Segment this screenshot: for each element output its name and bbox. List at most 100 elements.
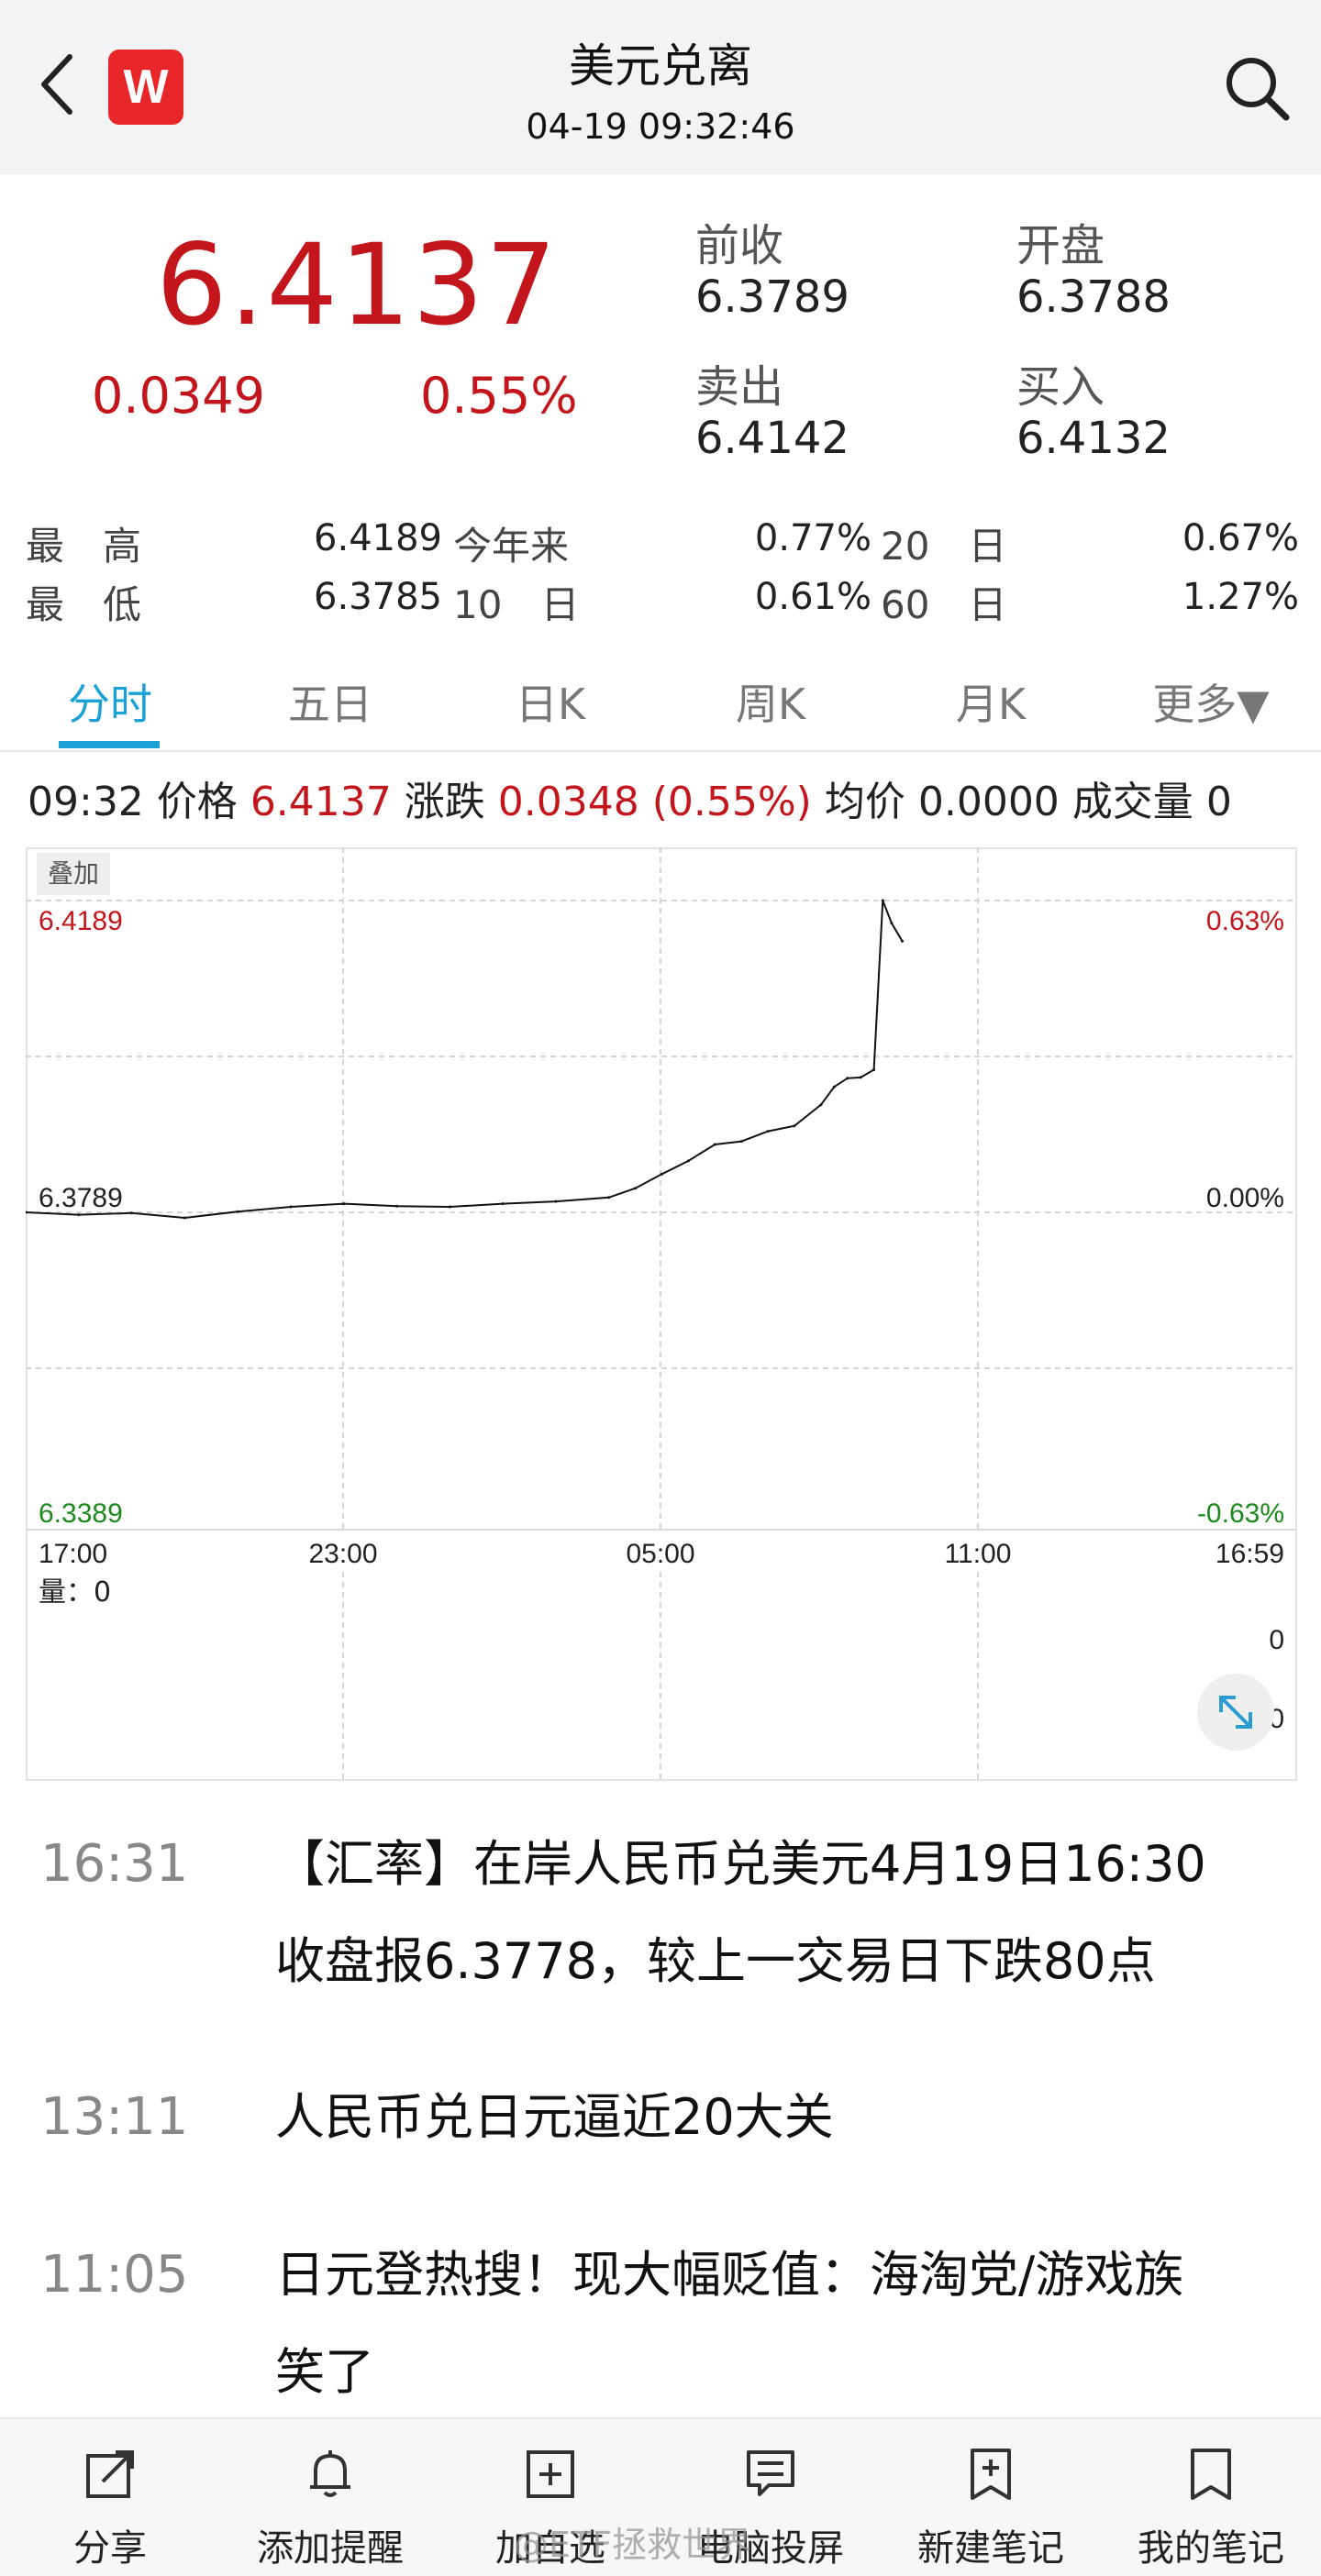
- price-point: [130, 1211, 134, 1215]
- quote-datetime: 04-19 09:32:46: [526, 106, 795, 147]
- price-point: [859, 1076, 862, 1079]
- share-icon: [86, 2450, 134, 2498]
- news-headline-line: 人民币兑日元逼近20大关: [275, 2088, 834, 2146]
- screen-cast-label: 电脑投屏: [697, 2527, 844, 2570]
- top-bar: W 美元兑离 04-19 09:32:46: [0, 0, 1321, 174]
- price-point: [236, 1210, 239, 1213]
- d20-label: 20 日: [881, 524, 1007, 569]
- info-volume: 0: [1205, 779, 1232, 825]
- tab-daily-k[interactable]: 日K: [515, 680, 586, 729]
- add-box-icon: [527, 2450, 574, 2498]
- news-headline-line: 日元登热搜！现大幅贬值：海淘党/游戏族: [275, 2246, 1184, 2304]
- bottom-toolbar: 分享 添加提醒 加自选 电脑投屏 新建笔记: [0, 2417, 1321, 2576]
- tab-intraday[interactable]: 分时: [68, 680, 152, 729]
- share-button[interactable]: 分享: [0, 2419, 220, 2576]
- page-title: 美元兑离: [569, 39, 752, 93]
- tab-monthly-k[interactable]: 月K: [955, 680, 1027, 729]
- news-headline-line: 【汇率】在岸人民币兑美元4月19日16:30: [275, 1835, 1206, 1893]
- news-headline: 【汇率】在岸人民币兑美元4月19日16:30 收盘报6.3778，较上一交易日下…: [275, 1816, 1284, 2010]
- x-tick-label: 11:00: [945, 1539, 1012, 1569]
- news-headline: 人民币兑日元逼近20大关: [275, 2069, 1284, 2166]
- volume-axis-top: 0: [1269, 1625, 1284, 1655]
- info-avg: 0.0000: [917, 779, 1060, 825]
- prev-close-value: 6.3789: [695, 271, 849, 323]
- open-label: 开盘: [1016, 220, 1105, 271]
- price-point: [448, 1205, 451, 1209]
- price-point: [686, 1159, 690, 1163]
- news-headline-line: 笑了: [275, 2343, 374, 2401]
- my-notes-button[interactable]: 我的笔记: [1101, 2419, 1321, 2576]
- prev-close-label: 前收: [695, 220, 784, 271]
- price-change: 0.0349: [92, 367, 265, 425]
- bell-icon: [310, 2450, 350, 2497]
- divider: [0, 750, 1321, 752]
- tab-weekly-k[interactable]: 周K: [735, 680, 806, 729]
- x-tick-label: 16:59: [1216, 1539, 1284, 1569]
- price-change-pct: 0.55%: [420, 367, 578, 425]
- tab-five-day[interactable]: 五日: [288, 680, 372, 729]
- price-point: [901, 939, 904, 943]
- new-note-button[interactable]: 新建笔记: [881, 2419, 1101, 2576]
- price-point: [793, 1124, 796, 1128]
- news-headline: 日元登热搜！现大幅贬值：海淘党/游戏族 笑了: [275, 2227, 1284, 2421]
- fullscreen-button[interactable]: [1197, 1674, 1274, 1751]
- bid-value: 6.4132: [1016, 413, 1171, 464]
- bid-label: 买入: [1016, 361, 1105, 413]
- share-label: 分享: [73, 2527, 147, 2570]
- price-point: [183, 1216, 186, 1220]
- news-time: 16:31: [40, 1834, 189, 1894]
- add-alert-label: 添加提醒: [257, 2527, 404, 2570]
- news-headline-line: 收盘报6.3778，较上一交易日下跌80点: [275, 1932, 1156, 1990]
- price-point: [881, 899, 884, 902]
- price-line: [26, 900, 904, 1220]
- y-label-bottom: 6.3389: [39, 1498, 123, 1529]
- price-point: [713, 1143, 716, 1146]
- volume-label: 量：0: [39, 1576, 111, 1609]
- ask-value: 6.4142: [695, 413, 849, 464]
- search-icon: [1227, 58, 1290, 121]
- price-point: [634, 1187, 638, 1190]
- news-time: 13:11: [40, 2087, 189, 2147]
- price-point: [77, 1213, 81, 1217]
- search-button[interactable]: [1220, 51, 1293, 125]
- price-point: [846, 1077, 849, 1080]
- new-note-icon: [971, 2449, 1011, 2500]
- d10-label: 10 日: [453, 582, 580, 627]
- overlay-button[interactable]: 叠加: [37, 853, 110, 895]
- add-watchlist-button[interactable]: 加自选: [440, 2419, 660, 2576]
- active-tab-indicator: [59, 741, 160, 748]
- y-label-mid: 6.3789: [39, 1183, 123, 1213]
- info-change-label: 涨跌: [404, 779, 485, 825]
- tab-more[interactable]: 更多▼: [1152, 680, 1270, 729]
- app-logo: W: [108, 50, 183, 125]
- pct-label-bottom: -0.63%: [1197, 1498, 1284, 1529]
- high-value: 6.4189: [314, 517, 442, 559]
- price-point: [832, 1085, 836, 1089]
- info-price: 6.4137: [250, 779, 392, 825]
- price-point: [26, 1211, 28, 1214]
- ask-label: 卖出: [695, 361, 784, 413]
- x-tick-label: 23:00: [308, 1539, 377, 1569]
- info-time: 09:32: [28, 779, 144, 825]
- expand-icon: [1219, 1696, 1252, 1729]
- ytd-label: 今年来: [453, 524, 570, 569]
- info-avg-label: 均价: [824, 779, 905, 825]
- intraday-chart[interactable]: 6.4189 6.3789 6.3389 0.63% 0.00% -0.63% …: [26, 847, 1297, 1781]
- screen-cast-icon: [747, 2450, 794, 2496]
- price-point: [660, 1172, 663, 1176]
- watermark: @ETF拯救世界: [514, 2525, 752, 2565]
- price-point: [554, 1200, 558, 1203]
- add-alert-button[interactable]: 添加提醒: [220, 2419, 440, 2576]
- price-point: [872, 1068, 876, 1071]
- info-volume-label: 成交量: [1071, 779, 1193, 825]
- price-point: [819, 1103, 823, 1107]
- screen-cast-button[interactable]: 电脑投屏: [660, 2419, 881, 2576]
- news-time: 11:05: [40, 2245, 189, 2305]
- pct-label-top: 0.63%: [1206, 906, 1284, 936]
- d10-value: 0.61%: [754, 576, 871, 618]
- price-point: [607, 1196, 611, 1200]
- back-button[interactable]: [33, 48, 88, 121]
- info-price-label: 价格: [156, 779, 238, 825]
- open-value: 6.3788: [1016, 271, 1171, 323]
- low-label: 最 低: [26, 582, 142, 627]
